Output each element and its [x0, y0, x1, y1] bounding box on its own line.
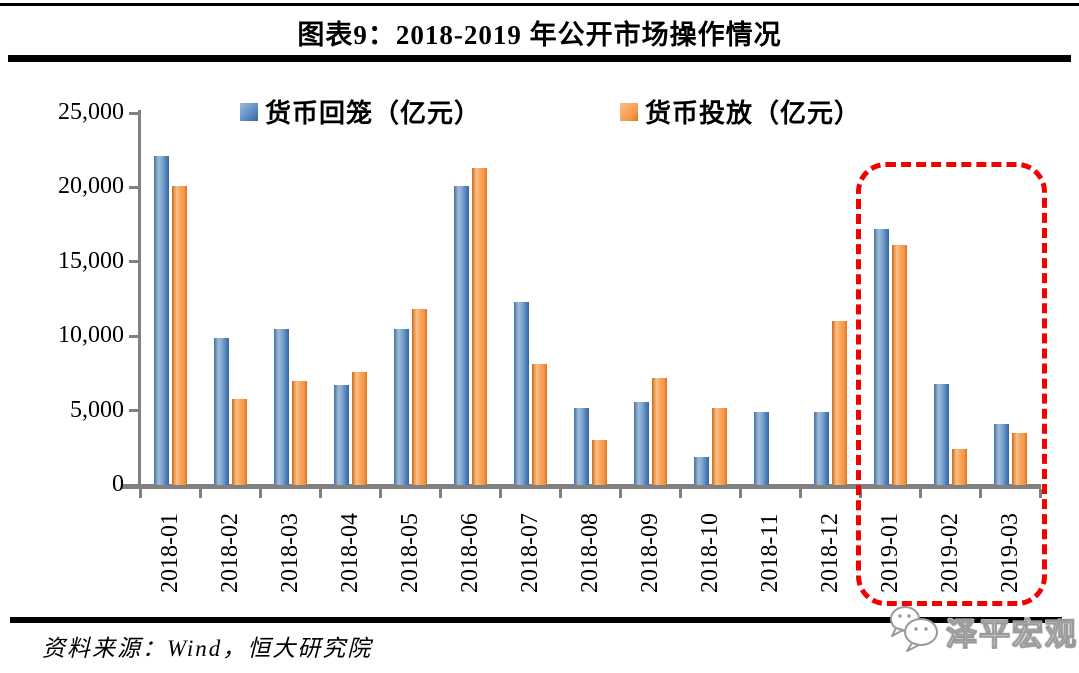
x-axis-label: 2018-05 [397, 513, 423, 593]
legend-swatch-orange-icon [620, 102, 638, 121]
bar-toufang-2019-02 [951, 449, 967, 485]
top-rule [0, 3, 1079, 6]
bar-huilong-2018-12 [813, 412, 829, 485]
bar-huilong-2018-10 [693, 457, 709, 485]
x-axis-tick [1038, 489, 1042, 498]
bar-toufang-2018-09 [651, 378, 667, 485]
y-axis-tick-label: 5,000 [70, 396, 124, 423]
page-title: 图表9：2018-2019 年公开市场操作情况 [297, 20, 782, 50]
y-axis-tick [129, 260, 139, 264]
bar-toufang-2018-03 [291, 381, 307, 485]
legend-swatch-blue-icon [240, 102, 258, 121]
legend-label: 货币投放（亿元） [645, 99, 862, 128]
y-axis-line [138, 110, 141, 489]
y-axis-tick [129, 483, 139, 487]
x-axis-tick [138, 489, 142, 498]
bar-huilong-2018-05 [393, 329, 409, 485]
bar-huilong-2018-04 [333, 385, 349, 485]
legend-label: 货币回笼（亿元） [265, 99, 482, 128]
title-underline-rule [8, 55, 1071, 62]
bar-toufang-2018-04 [351, 372, 367, 485]
y-axis-tick-label: 15,000 [58, 247, 124, 274]
bar-huilong-2018-07 [513, 302, 529, 485]
x-axis-tick [918, 489, 922, 498]
x-axis-label: 2018-12 [817, 513, 843, 593]
bar-huilong-2018-11 [753, 412, 769, 485]
bar-huilong-2018-02 [213, 338, 229, 485]
y-axis-tick [129, 334, 139, 338]
x-axis-line [121, 484, 1041, 489]
bar-toufang-2019-01 [891, 245, 907, 485]
x-axis-label: 2018-08 [577, 513, 603, 593]
y-axis-tick-label: 25,000 [58, 99, 124, 125]
bar-huilong-2019-02 [933, 384, 949, 485]
x-axis-tick [198, 489, 202, 498]
source-note: 资料来源：Wind，恒大研究院 [42, 636, 373, 661]
bar-huilong-2018-06 [453, 186, 469, 485]
watermark: 泽平宏观 [888, 604, 1078, 659]
bar-toufang-2018-02 [231, 399, 247, 485]
bar-toufang-2018-01 [171, 186, 187, 485]
x-axis-tick [438, 489, 442, 498]
y-axis-tick-label: 20,000 [58, 173, 124, 200]
bottom-rule [10, 617, 1062, 623]
x-axis-tick [318, 489, 322, 498]
bar-huilong-2018-03 [273, 329, 289, 485]
bar-huilong-2018-08 [573, 408, 589, 485]
x-axis-tick [258, 489, 262, 498]
bar-toufang-2018-07 [531, 364, 547, 485]
bar-toufang-2018-08 [591, 440, 607, 485]
highlight-red-dashed-box [856, 162, 1047, 606]
y-axis-tick [129, 111, 139, 115]
wechat-bubbles-icon [888, 604, 942, 659]
x-axis-tick [498, 489, 502, 498]
x-axis-label: 2018-07 [517, 513, 543, 593]
x-axis-label: 2018-02 [217, 513, 243, 593]
bar-huilong-2019-01 [873, 229, 889, 485]
x-axis-label: 2018-06 [457, 513, 483, 593]
x-axis-label: 2018-03 [277, 513, 303, 593]
y-axis-tick-label: 10,000 [58, 322, 124, 349]
bar-toufang-2018-05 [411, 309, 427, 485]
bar-huilong-2019-03 [993, 424, 1009, 485]
y-axis-tick-label: 0 [112, 471, 124, 497]
x-axis-tick [378, 489, 382, 498]
bar-toufang-2019-03 [1011, 433, 1027, 485]
legend-item-huobi-huilong: 货币回笼（亿元） [240, 93, 481, 130]
x-axis-label: 2018-09 [637, 513, 663, 593]
x-axis-tick [618, 489, 622, 498]
watermark-text: 泽平宏观 [946, 617, 1078, 653]
x-axis-tick [678, 489, 682, 498]
bar-huilong-2018-01 [153, 156, 169, 485]
bar-toufang-2018-10 [711, 408, 727, 485]
legend-item-huobi-toufang: 货币投放（亿元） [620, 93, 861, 130]
bar-toufang-2018-12 [831, 321, 847, 485]
y-axis-tick [129, 185, 139, 189]
x-axis-label: 2018-11 [757, 513, 783, 593]
bar-huilong-2018-09 [633, 402, 649, 485]
x-axis-tick [978, 489, 982, 498]
x-axis-label: 2018-04 [337, 513, 363, 593]
x-axis-label: 2018-10 [697, 513, 723, 593]
x-axis-tick [738, 489, 742, 498]
x-axis-tick [798, 489, 802, 498]
x-axis-label: 2018-01 [157, 513, 183, 593]
y-axis-tick [129, 409, 139, 413]
bar-toufang-2018-06 [471, 168, 487, 485]
x-axis-tick [558, 489, 562, 498]
